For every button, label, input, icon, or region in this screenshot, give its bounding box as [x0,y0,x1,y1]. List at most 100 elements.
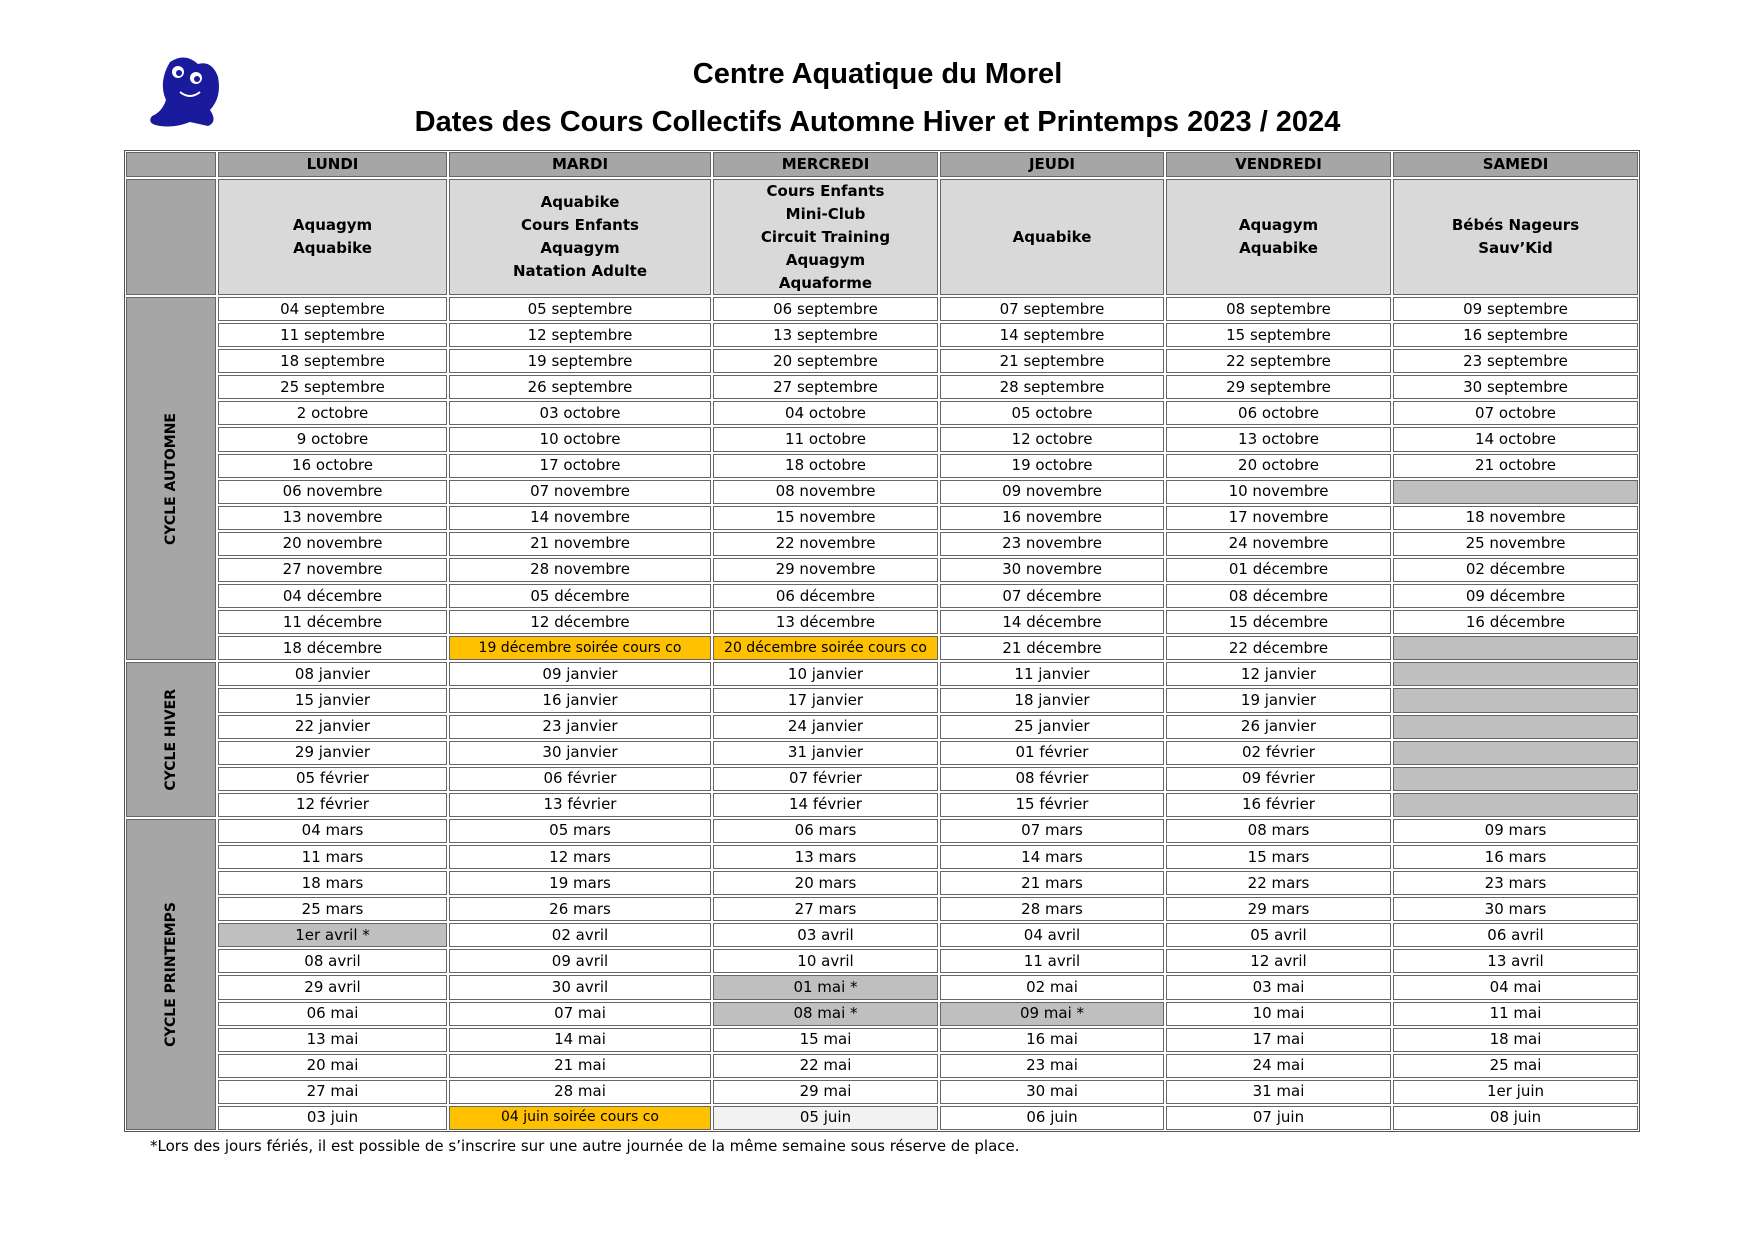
activity-name: Cours Enfants [766,181,885,200]
date-text: 05 juin [799,1108,852,1127]
date-cell: 09 février [1166,766,1391,791]
date-cell: 29 septembre [1166,375,1391,400]
date-cell: 21 décembre [940,636,1164,661]
date-text: 23 mars [1484,873,1547,892]
date-text: 11 mai [1489,1004,1542,1023]
date-cell: 13 mai [218,1027,447,1052]
date-text: 23 septembre [1463,351,1568,370]
date-cell: 05 avril [1166,923,1391,948]
date-cell: 14 décembre [940,610,1164,635]
date-cell: 04 mars [218,818,447,843]
activity-cell: Bébés Nageurs Sauv’Kid [1393,179,1638,295]
date-cell: 23 mars [1393,871,1638,896]
date-text: 29 avril [304,977,361,996]
date-text: 04 mai [1489,977,1542,996]
empty-cell [1393,636,1638,661]
date-text: 2 octobre [296,403,369,422]
date-cell: 17 octobre [449,453,711,478]
date-cell: 23 janvier [449,714,711,739]
date-text: 25 mai [1489,1056,1542,1075]
date-text: 21 septembre [999,351,1105,370]
date-cell: 13 avril [1393,949,1638,974]
date-text: 25 novembre [1465,534,1566,553]
date-cell: 20 octobre [1166,453,1391,478]
empty-cell [1393,662,1638,687]
date-cell: 20 décembre soirée cours co [713,636,938,661]
date-text: 14 novembre [530,508,630,527]
activity-cell: Aquabike Cours Enfants Aquagym Natation Adu… [449,179,711,295]
date-text: 16 novembre [1002,508,1102,527]
date-text: 12 mars [549,847,611,866]
date-cell: 01 décembre [1166,557,1391,583]
date-cell: 30 novembre [940,557,1164,583]
date-cell: 30 mai [940,1079,1164,1104]
date-cell: 16 septembre [1393,323,1638,348]
date-cell: 16 octobre [218,453,447,478]
date-text: 06 octobre [1238,403,1319,422]
date-cell: 02 février [1166,740,1391,765]
day-header: SAMEDI [1393,152,1638,177]
date-cell: 07 mars [940,818,1164,843]
date-text: 15 février [1015,795,1089,814]
date-text: 04 mars [301,821,364,840]
date-cell: 15 janvier [218,688,447,713]
date-cell: 16 mai [940,1027,1164,1052]
date-text: 29 mai [799,1082,852,1101]
date-text: 08 janvier [294,664,371,683]
date-text: 10 novembre [1228,482,1329,501]
date-cell: 17 janvier [713,688,938,713]
date-cell: 14 septembre [940,323,1164,348]
day-header: JEUDI [940,152,1164,177]
date-cell: 05 octobre [940,401,1164,426]
date-text: 07 mai [554,1004,606,1023]
date-text: 14 décembre [1002,612,1102,631]
date-cell: 18 décembre [218,636,447,661]
date-text: 21 octobre [1475,456,1556,475]
date-text: 20 mai [306,1056,359,1075]
date-cell: 19 octobre [940,453,1164,478]
date-text: 16 janvier [542,690,618,709]
activity-name: Cours Enfants [521,216,639,234]
date-cell: 20 mars [713,871,938,896]
date-text: 26 mars [549,899,611,918]
date-cell: 05 juin [713,1105,938,1130]
date-text: 15 novembre [775,508,876,527]
date-text: 30 septembre [1463,377,1568,396]
date-cell: 11 avril [940,949,1164,974]
date-cell: 22 novembre [713,531,938,556]
date-cell: 17 novembre [1166,505,1391,530]
date-cell: 23 novembre [940,531,1164,556]
date-text: 05 décembre [530,586,630,605]
date-text: 19 janvier [1240,690,1317,709]
date-cell: 07 novembre [449,479,711,504]
date-cell: 05 mars [449,818,711,843]
subtitle: Dates des Cours Collectifs Automne Hiver… [414,106,1341,138]
activity-name: Circuit Training [760,227,891,246]
date-text: 04 décembre [282,586,383,605]
date-cell: 25 mars [218,897,447,922]
date-cell: 22 mai [713,1053,938,1078]
date-text: 06 septembre [773,299,878,318]
date-text: 18 septembre [280,351,385,370]
date-cell: 26 janvier [1166,714,1391,739]
date-text: 05 février [296,769,369,788]
date-cell: 21 septembre [940,349,1164,374]
date-text: 25 janvier [1014,717,1090,736]
date-cell: 19 mars [449,871,711,896]
date-text: 18 mars [301,873,364,892]
date-text: 02 décembre [1465,560,1566,579]
cycle-label: CYCLE AUTOMNE [126,297,216,661]
date-cell: 06 novembre [218,479,447,504]
activity-name: Aquagym [1238,216,1319,234]
date-text: 12 septembre [527,325,633,344]
activity-name: Mini-Club [785,204,866,223]
footnote: *Lors des jours fériés, il est possible … [150,1137,1020,1155]
activity-cell: Aquabike [940,179,1164,295]
date-text: 09 décembre [1465,586,1566,605]
date-text: 23 mai [1026,1056,1078,1075]
date-cell: 18 novembre [1393,505,1638,530]
date-cell: 20 septembre [713,349,938,374]
date-cell: 08 avril [218,949,447,974]
date-cell: 25 novembre [1393,531,1638,556]
date-cell: 21 mai [449,1053,711,1078]
